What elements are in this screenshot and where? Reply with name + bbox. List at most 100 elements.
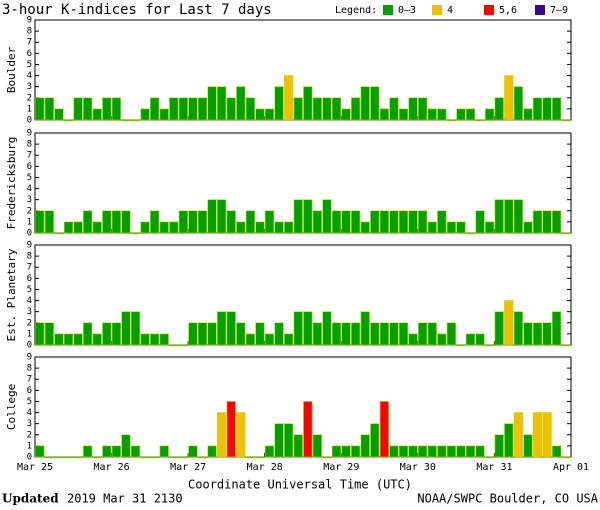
bar (102, 97, 112, 121)
bar (418, 322, 428, 346)
bar (150, 456, 160, 459)
y-tick-label: 2 (27, 206, 32, 216)
bar (303, 199, 313, 234)
bar (92, 221, 102, 234)
bar (456, 344, 466, 347)
legend-item: 5,6 (499, 5, 517, 16)
bar (341, 210, 351, 234)
bar (561, 119, 571, 122)
bar (54, 108, 64, 121)
bar (236, 86, 246, 121)
bar (398, 210, 409, 234)
bar (83, 210, 93, 234)
bar (398, 445, 409, 458)
bar (437, 445, 447, 458)
bar (102, 322, 112, 346)
legend-item: 0–3 (398, 5, 416, 16)
legend-label: Legend: (335, 5, 377, 16)
bar (552, 445, 562, 458)
bar (456, 221, 466, 234)
bar (360, 311, 370, 346)
bar (63, 221, 74, 234)
bar (341, 108, 351, 121)
bar (360, 86, 370, 121)
bar (274, 322, 284, 346)
legend-swatch (484, 5, 494, 15)
x-tick-label: Mar 31 (476, 462, 512, 473)
bar (159, 221, 169, 234)
bar (245, 456, 255, 459)
y-tick-label: 3 (27, 307, 32, 317)
bar (111, 97, 121, 121)
bar (446, 221, 456, 234)
bar (389, 97, 399, 121)
bar (197, 456, 208, 459)
legend-item: 4 (447, 5, 453, 16)
bar (408, 210, 418, 234)
bar (341, 322, 351, 346)
bar (150, 333, 160, 346)
y-axis-label: Fredericksburg (5, 137, 18, 230)
bar (303, 401, 313, 458)
credit: NOAA/SWPC Boulder, CO USA (417, 492, 598, 506)
bar (341, 445, 351, 458)
bar (73, 333, 83, 346)
bar (475, 210, 485, 234)
y-tick-label: 9 (27, 129, 32, 139)
bar (217, 86, 227, 121)
y-tick-label: 3 (27, 195, 32, 205)
bar (437, 210, 447, 234)
bar (437, 333, 447, 346)
bar (379, 401, 389, 458)
bar (331, 210, 342, 234)
bar (465, 333, 476, 346)
bar (102, 210, 112, 234)
bar (121, 210, 131, 234)
bar (236, 221, 246, 234)
bar (63, 456, 74, 459)
bar (552, 311, 562, 346)
bar (398, 108, 409, 121)
bar (523, 434, 533, 458)
bar (561, 456, 571, 459)
bar (197, 210, 208, 234)
bar (130, 119, 141, 122)
bar (83, 97, 93, 121)
bar (188, 322, 198, 346)
bar (217, 199, 227, 234)
bar (293, 311, 303, 346)
bar (130, 232, 141, 235)
bar (274, 221, 284, 234)
bar (111, 210, 121, 234)
bar (83, 322, 93, 346)
bar (523, 322, 533, 346)
bar (465, 445, 476, 458)
bar (169, 97, 179, 121)
bar (44, 210, 54, 234)
bar (408, 333, 418, 346)
bar (226, 97, 236, 121)
bar (456, 108, 466, 121)
x-tick-label: Mar 29 (323, 462, 359, 473)
bar (255, 322, 265, 346)
bar (312, 434, 322, 458)
bar (427, 221, 437, 234)
bar (504, 300, 514, 346)
bar (542, 412, 552, 458)
x-tick-label: Mar 28 (247, 462, 283, 473)
bar (92, 333, 102, 346)
chart-title: 3-hour K-indices for Last 7 days (2, 2, 272, 18)
bar (121, 434, 131, 458)
panel-frame (34, 356, 572, 458)
bar (255, 456, 265, 459)
bar (159, 333, 169, 346)
bar (130, 445, 141, 458)
bar (418, 210, 428, 234)
bar (169, 456, 179, 459)
bar (140, 333, 150, 346)
bar (169, 221, 179, 234)
bar (446, 119, 456, 122)
bar (207, 322, 217, 346)
bar (130, 311, 141, 346)
